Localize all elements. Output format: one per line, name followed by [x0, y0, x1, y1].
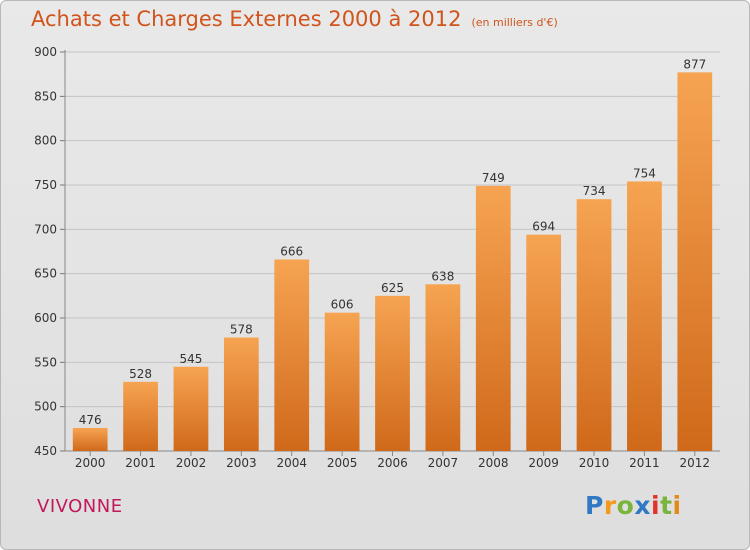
x-tick-label: 2001 [125, 456, 156, 470]
x-tick-label: 2009 [528, 456, 559, 470]
y-tick-label: 650 [34, 267, 57, 281]
labels: 476 2000 528 2001 545 2002 578 2003 666 2004 606 20… [75, 57, 710, 470]
y-tick-label: 600 [34, 311, 57, 325]
data-label: 528 [129, 367, 152, 381]
y-tick-label: 450 [34, 444, 57, 458]
bar [123, 381, 158, 451]
data-label: 754 [633, 166, 656, 180]
x-tick-label: 2004 [276, 456, 307, 470]
data-label: 638 [431, 269, 454, 283]
x-tick-label: 2010 [579, 456, 610, 470]
y-tick-label: 850 [34, 89, 57, 103]
chart-subtitle: (en milliers d'€) [471, 16, 558, 29]
x-tick-label: 2008 [478, 456, 509, 470]
x-tick-label: 2000 [75, 456, 106, 470]
y-tick-label: 900 [34, 45, 57, 59]
x-tick-label: 2007 [428, 456, 459, 470]
y-tick-label: 550 [34, 355, 57, 369]
x-tick-label: 2005 [327, 456, 358, 470]
bar [425, 284, 461, 451]
data-label: 545 [180, 352, 203, 366]
data-label: 578 [230, 323, 253, 337]
bar [173, 366, 209, 451]
y-tick-label: 700 [34, 222, 57, 236]
bar [475, 185, 511, 452]
x-tick-label: 2002 [176, 456, 207, 470]
bar [677, 72, 713, 451]
data-label: 666 [280, 244, 303, 258]
y-tick-label: 800 [34, 134, 57, 148]
chart-title-text: Achats et Charges Externes 2000 à 2012 [31, 7, 462, 31]
y-tick-label: 500 [34, 400, 57, 414]
bar [576, 199, 612, 451]
x-tick-label: 2003 [226, 456, 257, 470]
data-label: 606 [331, 298, 354, 312]
data-label: 877 [683, 57, 706, 71]
bar [526, 234, 562, 451]
data-label: 749 [482, 171, 505, 185]
chart-title: Achats et Charges Externes 2000 à 2012 (e… [31, 7, 558, 31]
bars [72, 72, 713, 452]
x-tick-label: 2006 [377, 456, 408, 470]
y-tick-label: 750 [34, 178, 57, 192]
bar [324, 312, 360, 451]
commune-name: VIVONNE [37, 496, 123, 517]
bar [72, 427, 108, 451]
data-label: 625 [381, 281, 404, 295]
data-label: 476 [79, 413, 102, 427]
x-tick-label: 2012 [680, 456, 711, 470]
bar [223, 337, 259, 451]
bar [627, 181, 662, 451]
x-tick-label: 2011 [629, 456, 660, 470]
bar [375, 295, 410, 451]
data-label: 694 [532, 220, 555, 234]
data-label: 734 [583, 184, 606, 198]
bar [274, 259, 310, 451]
proxiti-logo: Proxiti [585, 491, 682, 520]
